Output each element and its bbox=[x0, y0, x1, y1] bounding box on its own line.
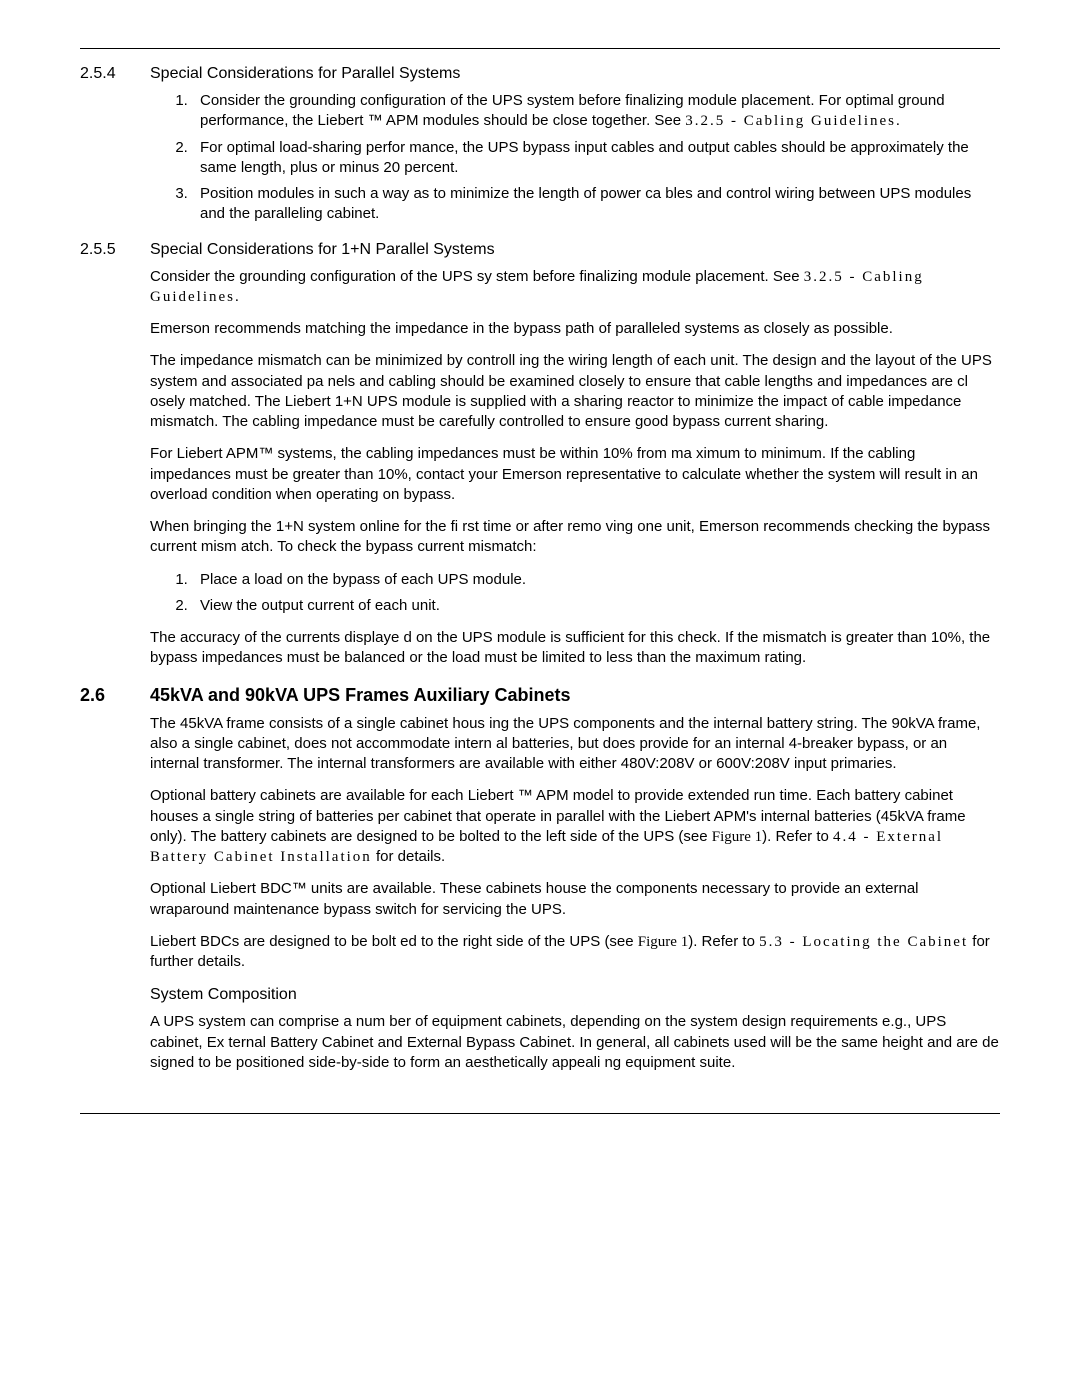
cross-reference: 3.2.5 - Cabling Guidelines. bbox=[685, 113, 901, 129]
paragraph: For Liebert APM™ systems, the cabling im… bbox=[150, 444, 1000, 505]
paragraph: Optional battery cabinets are available … bbox=[150, 786, 1000, 867]
list-item: For optimal load-sharing perfor mance, t… bbox=[192, 138, 1000, 179]
paragraph-text: ). Refer to bbox=[688, 933, 759, 950]
figure-reference: Figure 1 bbox=[638, 934, 688, 950]
paragraph-text: for details. bbox=[372, 848, 445, 865]
section-255-heading: 2.5.5 Special Considerations for 1+N Par… bbox=[80, 241, 1000, 259]
section-number: 2.6 bbox=[80, 685, 150, 706]
paragraph: The impedance mismatch can be minimized … bbox=[150, 351, 1000, 432]
paragraph: The accuracy of the currents displaye d … bbox=[150, 628, 1000, 669]
section-title: Special Considerations for Parallel Syst… bbox=[150, 65, 460, 83]
paragraph-text: Liebert BDCs are designed to be bolt ed … bbox=[150, 933, 638, 950]
section-number: 2.5.4 bbox=[80, 65, 150, 83]
section-254-heading: 2.5.4 Special Considerations for Paralle… bbox=[80, 65, 1000, 83]
paragraph-text: ). Refer to bbox=[762, 828, 833, 845]
section-254-list: Consider the grounding configuration of … bbox=[150, 91, 1000, 225]
cross-reference: 5.3 - Locating the Cabinet bbox=[759, 934, 968, 950]
paragraph: When bringing the 1+N system online for … bbox=[150, 517, 1000, 558]
figure-reference: Figure 1 bbox=[712, 829, 762, 845]
paragraph: A UPS system can comprise a num ber of e… bbox=[150, 1012, 1000, 1073]
paragraph: Optional Liebert BDC™ units are availabl… bbox=[150, 879, 1000, 920]
paragraph: Liebert BDCs are designed to be bolt ed … bbox=[150, 932, 1000, 973]
list-item: View the output current of each unit. bbox=[192, 596, 1000, 616]
list-item: Position modules in such a way as to min… bbox=[192, 184, 1000, 225]
top-rule bbox=[80, 48, 1000, 49]
paragraph: Consider the grounding configuration of … bbox=[150, 267, 1000, 308]
paragraph: The 45kVA frame consists of a single cab… bbox=[150, 714, 1000, 775]
paragraph-text: Consider the grounding configuration of … bbox=[150, 268, 804, 285]
section-255-steps: Place a load on the bypass of each UPS m… bbox=[150, 570, 1000, 617]
sub-heading: System Composition bbox=[150, 986, 1000, 1004]
section-number: 2.5.5 bbox=[80, 241, 150, 259]
section-title: Special Considerations for 1+N Parallel … bbox=[150, 241, 495, 259]
document-page: 2.5.4 Special Considerations for Paralle… bbox=[0, 0, 1080, 1174]
list-item: Place a load on the bypass of each UPS m… bbox=[192, 570, 1000, 590]
section-26-heading: 2.6 45kVA and 90kVA UPS Frames Auxiliary… bbox=[80, 685, 1000, 706]
section-title: 45kVA and 90kVA UPS Frames Auxiliary Cab… bbox=[150, 685, 571, 706]
bottom-rule bbox=[80, 1113, 1000, 1114]
paragraph: Emerson recommends matching the impedanc… bbox=[150, 319, 1000, 339]
list-item: Consider the grounding configuration of … bbox=[192, 91, 1000, 132]
